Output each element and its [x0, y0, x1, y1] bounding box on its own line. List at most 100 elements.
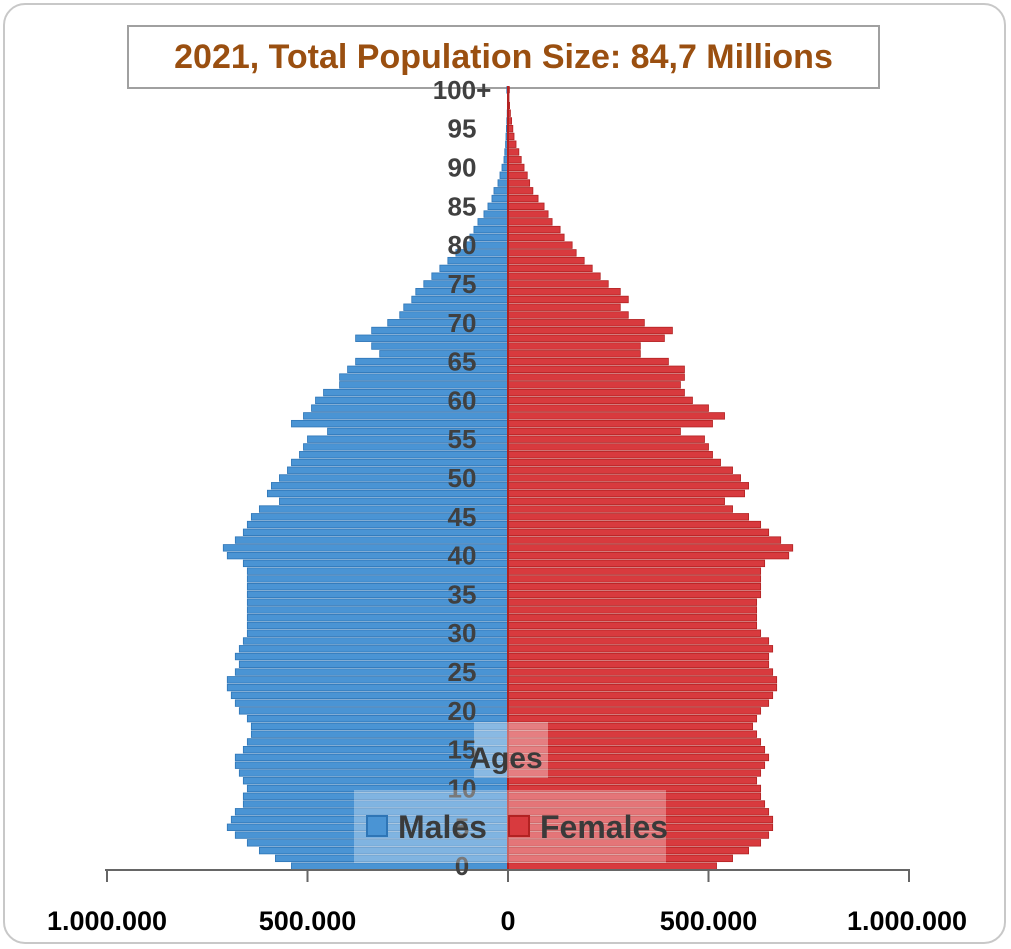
- chart-title: 2021, Total Population Size: 84,7 Millio…: [127, 25, 880, 89]
- bar-females-age-76: [507, 272, 601, 280]
- bar-females-age-66: [507, 350, 641, 358]
- bar-females-age-38: [507, 567, 762, 575]
- bar-females-age-92: [507, 148, 520, 156]
- bar-females-age-47: [507, 497, 725, 505]
- bar-females-age-72: [507, 303, 621, 311]
- bar-females-age-91: [507, 156, 522, 164]
- bar-females-age-45: [507, 513, 750, 521]
- bar-females-age-89: [507, 171, 528, 179]
- ages-title-backdrop: [474, 722, 548, 778]
- bar-females-age-19: [507, 714, 758, 723]
- bar-males-age-62: [339, 381, 509, 389]
- bar-males-age-83: [477, 218, 509, 226]
- bar-females-age-86: [507, 194, 539, 203]
- bar-females-age-69: [507, 326, 673, 335]
- age-tick-label: 45: [448, 502, 477, 532]
- legend: Males Females: [354, 790, 668, 863]
- bar-males-age-65: [355, 357, 509, 366]
- bar-males-age-69: [371, 326, 509, 335]
- x-tick-label: 500.000: [660, 906, 758, 936]
- bar-females-age-31: [507, 621, 758, 630]
- bar-females-age-32: [507, 614, 758, 622]
- age-tick-label: 20: [448, 696, 477, 726]
- bar-females-age-27: [507, 652, 770, 661]
- bar-males-age-58: [303, 412, 509, 420]
- x-tick-label: 1.000.000: [47, 906, 167, 936]
- bar-males-age-56: [327, 427, 509, 436]
- bar-females-age-71: [507, 311, 629, 319]
- bar-females-age-83: [507, 218, 553, 226]
- legend-label-females: Females: [540, 809, 668, 845]
- bar-females-age-55: [507, 435, 705, 443]
- bar-males-age-87: [493, 187, 509, 195]
- bar-females-age-62: [507, 381, 681, 389]
- age-tick-label: 100+: [433, 75, 492, 105]
- x-ticks-group: 1.000.000 500.000 0 500.000 1.000.000: [47, 870, 967, 936]
- bar-females-age-24: [507, 676, 778, 684]
- bar-females-age-43: [507, 528, 770, 537]
- bar-females-age-58: [507, 412, 725, 420]
- bar-males-age-66: [379, 350, 509, 358]
- bar-females-age-40: [507, 551, 790, 560]
- bar-females-age-11: [507, 777, 758, 785]
- age-tick-label: 15: [448, 735, 477, 765]
- age-tick-label: 50: [448, 463, 477, 493]
- age-tick-label: 5: [455, 812, 469, 842]
- bar-males-age-60: [315, 396, 509, 405]
- bar-females-age-73: [507, 295, 629, 304]
- age-labels-group: 0 5 10 15 20 25 30 35 40 45 50 55 60 65 70 75 80 85 90 95 10…: [433, 75, 492, 881]
- bar-females-age-49: [507, 482, 750, 490]
- age-tick-label: 30: [448, 618, 477, 648]
- bar-females-age-87: [507, 187, 534, 195]
- bar-males-age-54: [303, 443, 509, 451]
- bar-females-age-84: [507, 210, 549, 218]
- bar-females-age-77: [507, 264, 593, 273]
- bar-females-age-42: [507, 536, 782, 544]
- bar-males-age-64: [347, 365, 509, 374]
- bar-males-age-86: [491, 194, 509, 203]
- x-tick-label: 1.000.000: [847, 906, 967, 936]
- bar-females-age-0: [507, 862, 717, 870]
- age-tick-label: 0: [455, 851, 469, 881]
- bar-females-age-63: [507, 373, 685, 381]
- bar-females-age-56: [507, 427, 681, 436]
- bar-males-age-59: [311, 404, 509, 412]
- legend-swatch-females: [508, 815, 530, 837]
- bar-females-age-46: [507, 505, 733, 513]
- bar-females-age-61: [507, 388, 685, 397]
- bar-females-age-39: [507, 559, 766, 568]
- age-tick-label: 85: [448, 191, 477, 221]
- bar-females-age-70: [507, 319, 645, 327]
- age-tick-label: 25: [448, 657, 477, 687]
- bar-females-age-67: [507, 342, 641, 350]
- bar-females-age-26: [507, 660, 770, 668]
- age-tick-label: 90: [448, 153, 477, 183]
- bar-females-age-21: [507, 699, 770, 707]
- bar-males-age-53: [299, 451, 509, 459]
- age-tick-label: 35: [448, 579, 477, 609]
- bar-females-age-81: [507, 233, 565, 242]
- bar-females-age-25: [507, 668, 774, 676]
- bar-females-age-74: [507, 288, 621, 296]
- legend-swatch-males: [366, 815, 388, 837]
- bar-males-age-0: [291, 862, 509, 870]
- bar-females-age-54: [507, 443, 709, 451]
- bar-females-age-35: [507, 590, 762, 599]
- bar-females-age-23: [507, 683, 778, 692]
- bar-males-age-82: [473, 225, 509, 234]
- bar-males-age-88: [497, 179, 509, 187]
- age-tick-label: 95: [448, 114, 477, 144]
- bar-females-age-36: [507, 582, 762, 591]
- bar-males-age-63: [339, 373, 509, 381]
- bar-females-age-80: [507, 241, 573, 249]
- bar-females-age-28: [507, 645, 774, 653]
- bar-females-age-59: [507, 404, 709, 412]
- bar-males-age-67: [371, 342, 509, 350]
- x-tick-label: 500.000: [259, 906, 357, 936]
- bar-females-age-20: [507, 707, 762, 715]
- age-tick-label: 80: [448, 230, 477, 260]
- bar-females-age-57: [507, 419, 713, 428]
- bar-females-age-34: [507, 598, 758, 606]
- bar-females-age-68: [507, 334, 665, 342]
- bar-females-age-79: [507, 249, 577, 257]
